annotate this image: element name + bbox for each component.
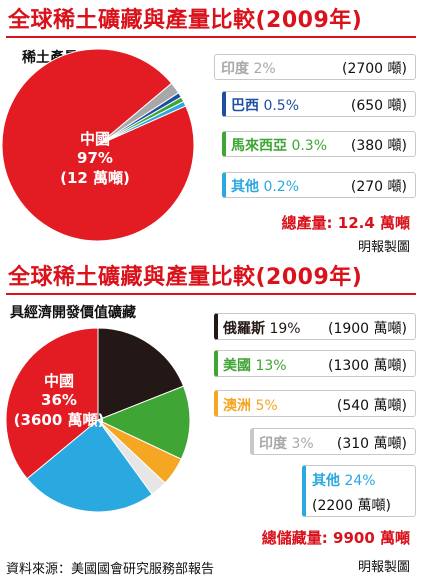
chart2-slice-1 <box>96 385 191 460</box>
chart1-china-amount: (12 萬噸) <box>60 169 130 187</box>
chart2-title: 全球稀土礦藏與產量比較(2009年) <box>8 265 363 290</box>
chart1-malaysia-pct: 0.3% <box>291 138 328 154</box>
source-note: 資料來源：美國國會研究服務部報告 <box>6 562 215 577</box>
chart2-india-amount: (310 萬噸) <box>336 436 407 452</box>
chart1-total: 總產量: 12.4 萬噸 <box>281 214 410 232</box>
chart1-malaysia-amount: (380 噸) <box>350 138 407 154</box>
chart1-slice-4 <box>1 48 195 242</box>
chart1-china-name: 中國 <box>79 130 110 148</box>
chart2-usa-amount: (1300 萬噸) <box>327 358 407 374</box>
chart2-row-other: 其他 24% (2200 萬噸) <box>302 465 416 517</box>
chart1-other-name: 其他 <box>231 179 259 195</box>
chart2-other-pct: 24% <box>344 473 376 489</box>
chart2-usa-name: 美國 <box>223 358 251 374</box>
chart2-total: 總儲藏量: 9900 萬噸 <box>261 529 410 547</box>
chart1-india-name: 印度 <box>221 61 249 77</box>
chart1-credit: 明報製圖 <box>357 240 410 255</box>
chart2-row-australia: 澳洲 5% (540 萬噸) <box>214 390 416 417</box>
chart1-row-malaysia: 馬來西亞 0.3% (380 噸) <box>222 131 416 157</box>
chart1-other-amount: (270 噸) <box>350 179 407 195</box>
chart2-russia-amount: (1900 萬噸) <box>327 321 407 337</box>
chart1-brazil-name: 巴西 <box>231 98 259 114</box>
chart1-brazil-pct: 0.5% <box>263 98 300 114</box>
chart2-india-pct: 3% <box>291 436 314 452</box>
chart1-china-label: 中國 97% (12 萬噸) <box>45 128 145 188</box>
chart2-usa-pct: 13% <box>255 358 287 374</box>
chart2-row-india: 印度 3% (310 萬噸) <box>250 428 416 455</box>
chart1-title: 全球稀土礦藏與產量比較(2009年) <box>8 8 363 33</box>
chart2-credit: 明報製圖 <box>357 560 410 575</box>
chart2-russia-name: 俄羅斯 <box>223 321 265 337</box>
chart2-row-usa: 美國 13% (1300 萬噸) <box>214 350 416 377</box>
chart1-brazil-amount: (650 噸) <box>350 98 407 114</box>
chart2-slice-4 <box>26 419 153 513</box>
chart1-title-banner: 全球稀土礦藏與產量比較(2009年) <box>0 0 424 34</box>
chart1-other-pct: 0.2% <box>263 179 300 195</box>
chart2-australia-pct: 5% <box>255 398 278 414</box>
chart2-china-name: 中國 <box>43 372 74 390</box>
chart2-title-banner: 全球稀土礦藏與產量比較(2009年) <box>0 257 424 291</box>
chart2-china-pct: 36% <box>41 391 77 409</box>
chart2-china-amount: (3600 萬噸) <box>13 411 105 429</box>
chart1-india-amount: (2700 噸) <box>341 61 407 77</box>
chart2-other-amount: (2200 萬噸) <box>312 498 392 514</box>
chart2-slice-0 <box>97 327 185 421</box>
chart2-row-russia: 俄羅斯 19% (1900 萬噸) <box>214 313 416 340</box>
chart2-subtitle: 具經濟開發價值礦藏 <box>10 305 136 321</box>
chart1-row-other: 其他 0.2% (270 噸) <box>222 172 416 198</box>
chart2-russia-pct: 19% <box>269 321 301 337</box>
chart1-india-pct: 2% <box>253 61 276 77</box>
chart1-row-india: 印度 2% (2700 噸) <box>214 54 416 80</box>
chart2-china-label: 中國 36% (3600 萬噸) <box>12 370 106 430</box>
chart1-title-rule <box>6 36 416 38</box>
chart1-malaysia-name: 馬來西亞 <box>231 138 287 154</box>
chart1-pie <box>1 48 195 242</box>
chart2-india-name: 印度 <box>259 436 287 452</box>
chart2-other-name: 其他 <box>312 473 340 489</box>
chart1-row-brazil: 巴西 0.5% (650 噸) <box>222 91 416 117</box>
chart2-australia-amount: (540 萬噸) <box>336 398 407 414</box>
chart1-china-pct: 97% <box>77 149 113 167</box>
chart2-slice-5 <box>5 327 99 480</box>
chart2-title-rule <box>6 293 416 295</box>
chart2-australia-name: 澳洲 <box>223 398 251 414</box>
